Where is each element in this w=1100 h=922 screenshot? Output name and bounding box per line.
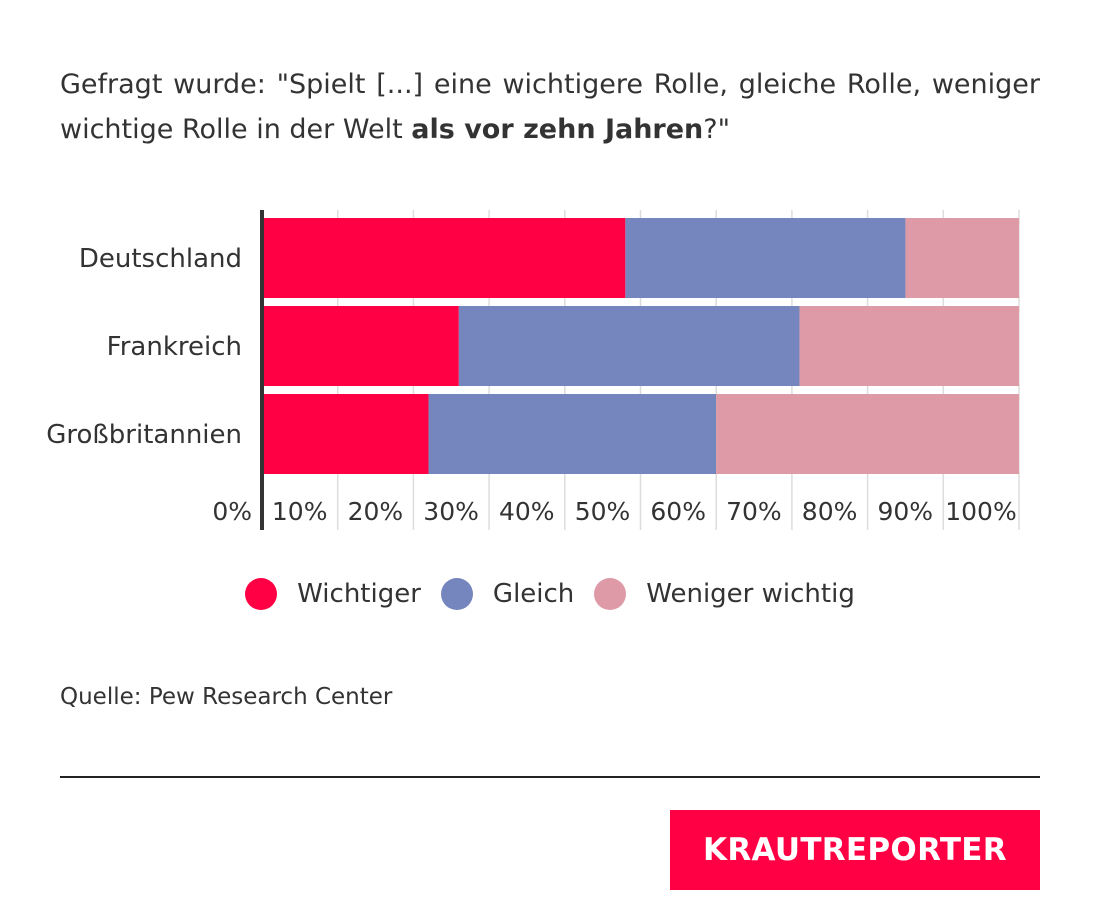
legend-item-gleich: Gleich <box>440 578 575 610</box>
x-tick-label: 0% <box>212 497 252 526</box>
x-tick-label: 80% <box>802 497 858 526</box>
legend-swatch-wichtiger <box>245 578 278 610</box>
legend-label-wichtiger: Wichtiger <box>297 579 421 609</box>
x-tick-label: 50% <box>575 497 631 526</box>
stacked-bar-chart: 0% 10% 20% 30% 40% 50% 60% 70% 80% 90% 100% Deutsch… <box>46 210 1020 530</box>
chart-question: Gefragt wurde: "Spielt [...] eine wichti… <box>60 62 1040 152</box>
bar-weniger-wichtig-deutschland <box>905 218 1019 298</box>
divider-line <box>60 776 1040 778</box>
bar-weniger-wichtig-frankreich <box>799 306 1019 386</box>
bar-wichtiger-grossbritannien <box>262 394 429 474</box>
legend: Wichtiger Gleich Weniger wichtig <box>0 578 1100 610</box>
source-note: Quelle: Pew Research Center <box>60 684 393 710</box>
category-label: Frankreich <box>107 332 242 362</box>
bar-weniger-wichtig-grossbritannien <box>716 394 1019 474</box>
x-tick-label: 40% <box>499 497 555 526</box>
legend-swatch-gleich <box>440 578 473 610</box>
x-tick-label: 60% <box>650 497 706 526</box>
x-tick-label: 90% <box>878 497 934 526</box>
question-suffix: ?" <box>703 114 731 145</box>
bar-wichtiger-frankreich <box>262 306 459 386</box>
legend-item-weniger-wichtig: Weniger wichtig <box>594 578 855 610</box>
x-tick-label: 10% <box>272 497 328 526</box>
legend-item-wichtiger: Wichtiger <box>245 578 421 610</box>
bar-wichtiger-deutschland <box>262 218 626 298</box>
x-tick-label: 20% <box>348 497 404 526</box>
bar-gleich-frankreich <box>458 306 800 386</box>
x-tick-label: 70% <box>726 497 782 526</box>
question-emphasis: als vor zehn Jahren <box>411 114 704 145</box>
legend-label-weniger-wichtig: Weniger wichtig <box>646 579 855 609</box>
brand-logo[interactable]: KRAUTREPORTER <box>670 810 1040 890</box>
category-label: Großbritannien <box>46 420 242 450</box>
question-text: Gefragt wurde: "Spielt [...] eine wichti… <box>60 69 1040 145</box>
bar-gleich-deutschland <box>625 218 906 298</box>
bar-gleich-grossbritannien <box>428 394 717 474</box>
legend-label-gleich: Gleich <box>492 579 575 609</box>
legend-swatch-weniger-wichtig <box>594 578 627 610</box>
brand-logo-text: KRAUTREPORTER <box>703 832 1007 868</box>
category-label: Deutschland <box>79 244 242 274</box>
x-tick-label: 30% <box>423 497 479 526</box>
x-tick-label: 100% <box>945 497 1016 526</box>
